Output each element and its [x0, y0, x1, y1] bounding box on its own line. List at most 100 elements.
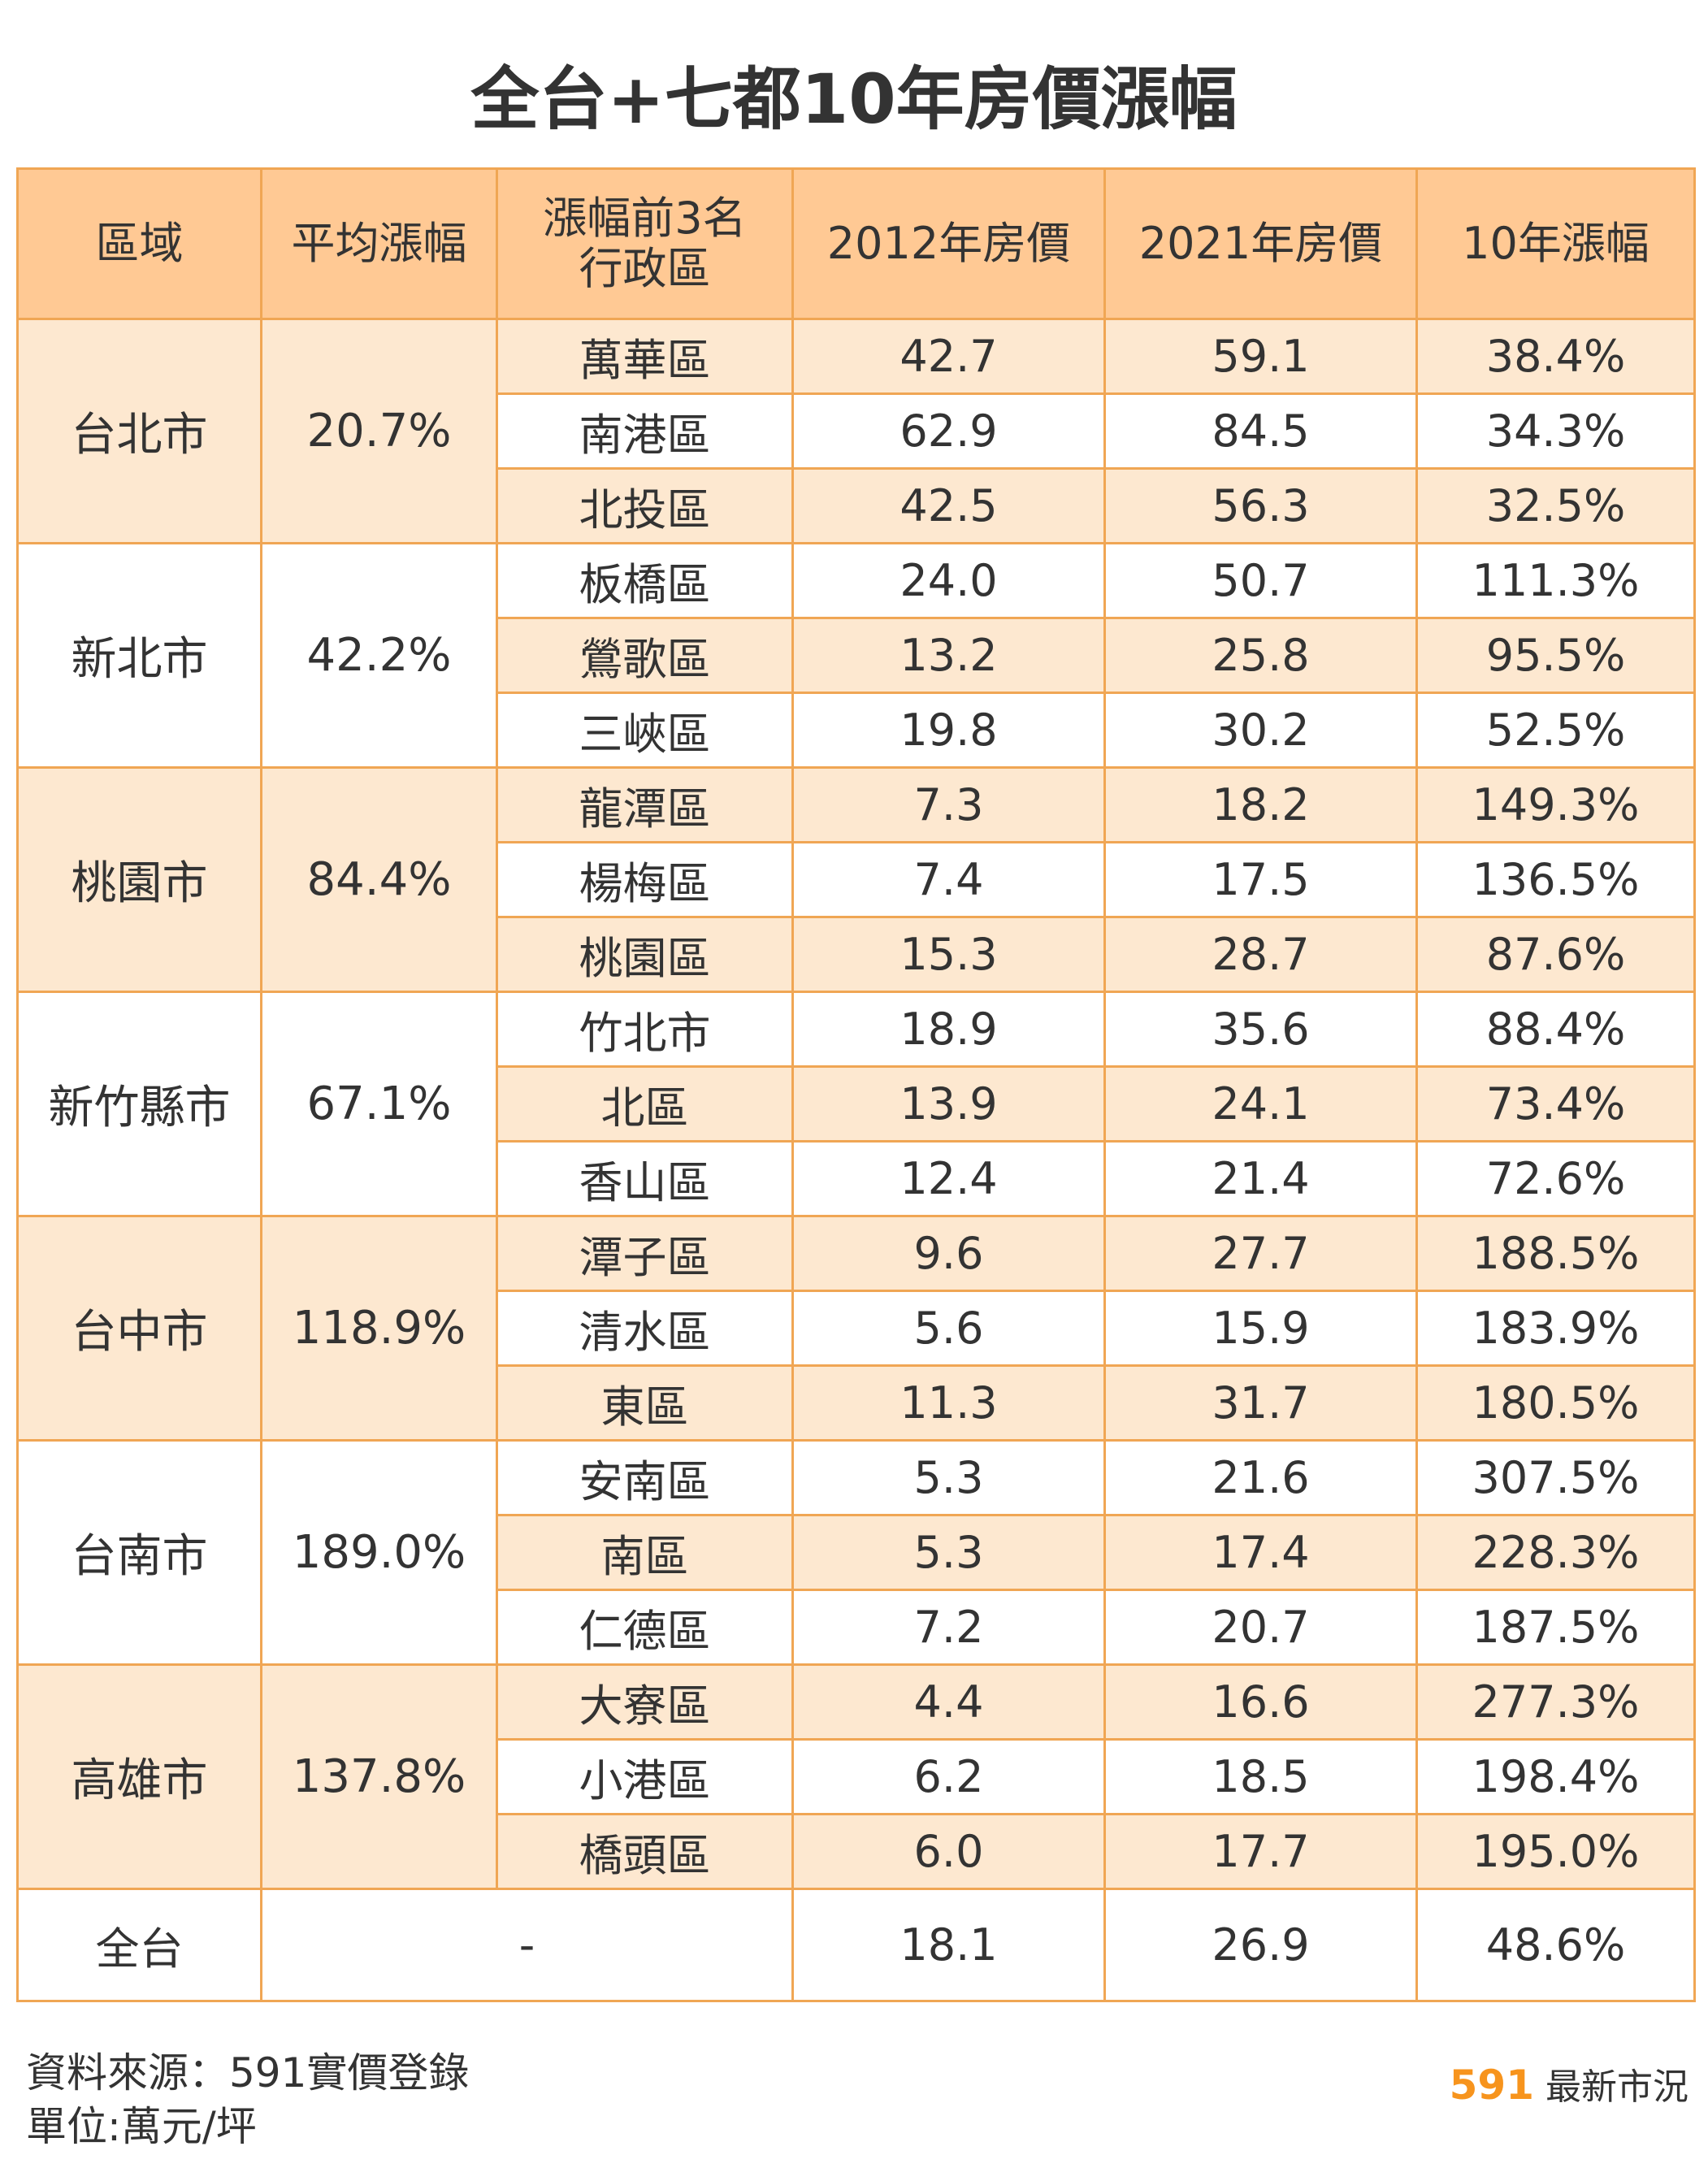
price-2012-cell: 42.5: [791, 467, 1106, 544]
price-2012-cell: 5.3: [791, 1514, 1106, 1591]
price-2012-cell: 62.9: [791, 392, 1106, 470]
district-cell: 橋頭區: [496, 1813, 794, 1890]
district-cell: 南區: [496, 1514, 794, 1591]
district-cell: 三峽區: [496, 692, 794, 769]
district-cell: 小港區: [496, 1738, 794, 1815]
table-row: 北區 13.9 24.1 73.4%: [18, 1065, 1696, 1143]
region-cell: 台中市: [16, 1215, 262, 1442]
price-2021-cell: 17.7: [1103, 1813, 1418, 1890]
price-2012-cell: 15.3: [791, 916, 1106, 993]
avg-growth-cell: 67.1%: [260, 991, 498, 1217]
page-title: 全台+七都10年房價漲幅: [470, 59, 1238, 139]
growth-cell: 307.5%: [1415, 1439, 1696, 1516]
price-2012-cell: 24.0: [791, 542, 1106, 619]
avg-growth-cell: 84.4%: [260, 766, 498, 993]
district-cell: 鶯歌區: [496, 617, 794, 694]
price-2021-cell: 31.7: [1103, 1364, 1418, 1442]
price-2012-cell: 13.9: [791, 1065, 1106, 1143]
price-2021-cell: 28.7: [1103, 916, 1418, 993]
price-2012-cell: 6.2: [791, 1738, 1106, 1815]
price-2012-cell: 5.3: [791, 1439, 1106, 1516]
growth-cell: 195.0%: [1415, 1813, 1696, 1890]
total-2021-cell: 26.9: [1103, 1888, 1418, 2002]
source-text: 資料來源：591實價登錄: [26, 2049, 470, 2096]
table-row: 橋頭區 6.0 17.7 195.0%: [18, 1813, 1696, 1890]
price-2021-cell: 50.7: [1103, 542, 1418, 619]
district-cell: 潭子區: [496, 1215, 794, 1292]
growth-cell: 88.4%: [1415, 991, 1696, 1068]
price-2012-cell: 7.2: [791, 1589, 1106, 1666]
table-row: 桃園區 15.3 28.7 87.6%: [18, 916, 1696, 993]
price-2021-cell: 27.7: [1103, 1215, 1418, 1292]
total-label-cell: 全台: [16, 1888, 262, 2002]
growth-cell: 277.3%: [1415, 1663, 1696, 1741]
price-2021-cell: 15.9: [1103, 1290, 1418, 1367]
price-2012-cell: 7.4: [791, 841, 1106, 918]
table-row: 南區 5.3 17.4 228.3%: [18, 1514, 1696, 1591]
table-row: 鶯歌區 13.2 25.8 95.5%: [18, 617, 1696, 694]
district-cell: 大寮區: [496, 1663, 794, 1741]
col-header-2012: 2012年房價: [791, 167, 1106, 320]
price-2021-cell: 17.5: [1103, 841, 1418, 918]
brand-logo: 591 最新市況: [1450, 2057, 1688, 2109]
avg-growth-cell: 20.7%: [260, 318, 498, 544]
growth-cell: 111.3%: [1415, 542, 1696, 619]
price-2012-cell: 18.9: [791, 991, 1106, 1068]
growth-cell: 187.5%: [1415, 1589, 1696, 1666]
district-cell: 桃園區: [496, 916, 794, 993]
district-cell: 南港區: [496, 392, 794, 470]
col-header-growth: 10年漲幅: [1415, 167, 1696, 320]
price-2021-cell: 84.5: [1103, 392, 1418, 470]
table-row: 東區 11.3 31.7 180.5%: [18, 1364, 1696, 1442]
col-header-avg: 平均漲幅: [260, 167, 498, 320]
table-row: 新北市 42.2% 板橋區 24.0 50.7 111.3%: [16, 542, 1696, 769]
price-2021-cell: 59.1: [1103, 318, 1418, 395]
district-cell: 竹北市: [496, 991, 794, 1068]
price-2021-cell: 21.4: [1103, 1140, 1418, 1217]
avg-growth-cell: 42.2%: [260, 542, 498, 769]
avg-growth-cell: 189.0%: [260, 1439, 498, 1666]
unit-text: 單位:萬元/坪: [26, 2103, 257, 2150]
price-2021-cell: 56.3: [1103, 467, 1418, 544]
table-row: 高雄市 137.8% 大寮區 4.4 16.6 277.3%: [16, 1663, 1696, 1890]
growth-cell: 34.3%: [1415, 392, 1696, 470]
growth-cell: 136.5%: [1415, 841, 1696, 918]
brand-number: 591: [1449, 2062, 1534, 2109]
growth-cell: 73.4%: [1415, 1065, 1696, 1143]
col-header-2021: 2021年房價: [1103, 167, 1418, 320]
table-row: 台中市 118.9% 潭子區 9.6 27.7 188.5%: [16, 1215, 1696, 1442]
table-row: 台南市 189.0% 安南區 5.3 21.6 307.5%: [16, 1439, 1696, 1666]
price-2021-cell: 21.6: [1103, 1439, 1418, 1516]
region-cell: 台北市: [16, 318, 262, 544]
district-cell: 板橋區: [496, 542, 794, 619]
price-2021-cell: 25.8: [1103, 617, 1418, 694]
growth-cell: 180.5%: [1415, 1364, 1696, 1442]
price-2021-cell: 17.4: [1103, 1514, 1418, 1591]
avg-growth-cell: 118.9%: [260, 1215, 498, 1442]
col-header-top3: 漲幅前3名 行政區: [496, 167, 794, 320]
district-cell: 仁德區: [496, 1589, 794, 1666]
price-2012-cell: 12.4: [791, 1140, 1106, 1217]
source-note: 資料來源：591實價登錄 單位:萬元/坪: [26, 2046, 469, 2153]
price-2021-cell: 16.6: [1103, 1663, 1418, 1741]
table-row: 香山區 12.4 21.4 72.6%: [18, 1140, 1696, 1217]
growth-cell: 95.5%: [1415, 617, 1696, 694]
price-2021-cell: 18.5: [1103, 1738, 1418, 1815]
growth-cell: 228.3%: [1415, 1514, 1696, 1591]
table-row: 仁德區 7.2 20.7 187.5%: [18, 1589, 1696, 1666]
header-row: 區域 平均漲幅 漲幅前3名 行政區 2012年房價 2021年房價 10年漲幅: [16, 167, 1696, 320]
price-2012-cell: 42.7: [791, 318, 1106, 395]
table-row: 小港區 6.2 18.5 198.4%: [18, 1738, 1696, 1815]
price-2021-cell: 20.7: [1103, 1589, 1418, 1666]
table-row: 桃園市 84.4% 龍潭區 7.3 18.2 149.3%: [16, 766, 1696, 993]
price-2021-cell: 35.6: [1103, 991, 1418, 1068]
district-cell: 安南區: [496, 1439, 794, 1516]
district-cell: 東區: [496, 1364, 794, 1442]
district-cell: 清水區: [496, 1290, 794, 1367]
table-row: 清水區 5.6 15.9 183.9%: [18, 1290, 1696, 1367]
region-cell: 台南市: [16, 1439, 262, 1666]
growth-cell: 52.5%: [1415, 692, 1696, 769]
price-2021-cell: 30.2: [1103, 692, 1418, 769]
total-avg-cell: -: [260, 1888, 794, 2002]
table-row: 南港區 62.9 84.5 34.3%: [18, 392, 1696, 470]
